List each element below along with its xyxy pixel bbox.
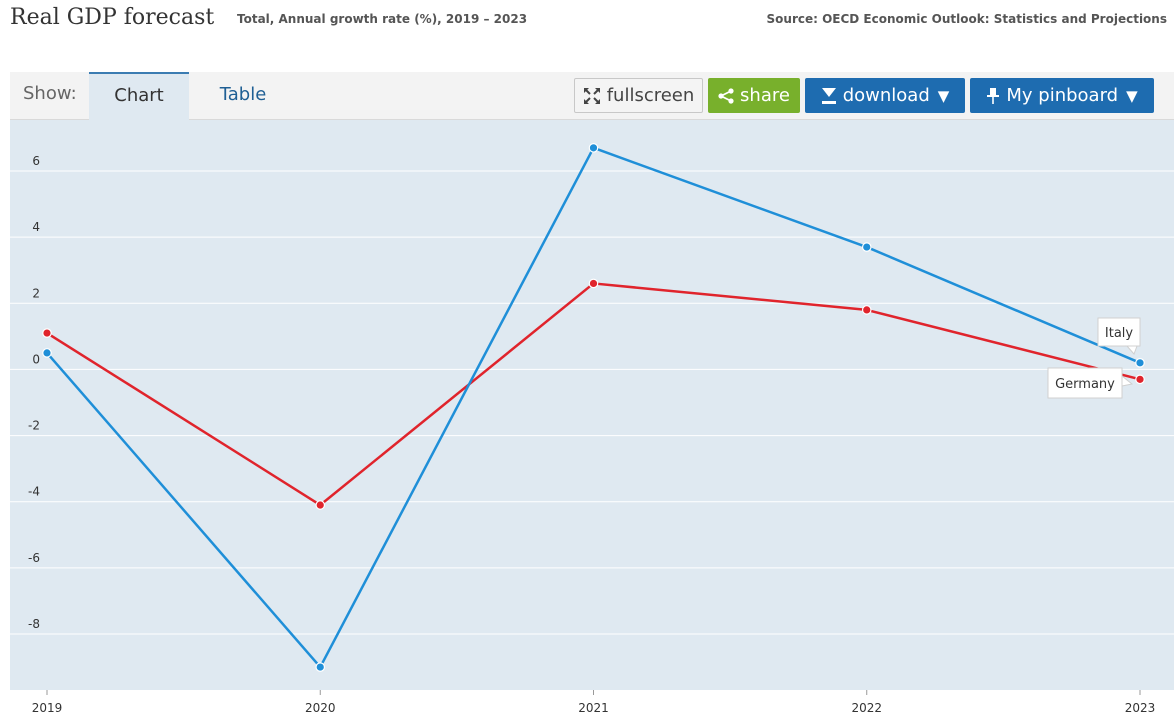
series-label-germany: Germany	[1055, 377, 1115, 392]
series-labels: Italy Germany	[1047, 317, 1141, 399]
series-label-box-italy	[1097, 317, 1141, 347]
x-axis: 2019 2020 2021 2022 2023	[32, 690, 1156, 715]
share-label: share	[740, 85, 790, 106]
series-points	[42, 143, 1145, 672]
pinboard-label: My pinboard	[1006, 85, 1119, 106]
fullscreen-label: fullscreen	[606, 85, 695, 106]
share-button[interactable]: share	[708, 78, 800, 113]
share-icon	[718, 87, 734, 104]
x-tick-label: 2020	[305, 701, 336, 715]
show-label: Show:	[23, 83, 77, 104]
data-point-italy[interactable]	[42, 348, 52, 358]
data-point-italy[interactable]	[315, 662, 326, 672]
chevron-down-icon: ▼	[937, 86, 950, 105]
series-label-pointer-italy	[1125, 345, 1138, 355]
plot-area	[10, 120, 1174, 690]
line-chart: 6 4 2 0 -2 -4 -6 -8 2019 2020 2021 2022 2023 Italy G…	[10, 120, 1174, 715]
tab-chart[interactable]: Chart	[89, 72, 189, 120]
series-label-pointer-germany	[1121, 374, 1134, 387]
series-label-box-germany	[1047, 367, 1123, 399]
y-tick-label: 0	[32, 352, 40, 366]
source-text: Source: OECD Economic Outlook: Statistic…	[766, 12, 1167, 26]
data-point-germany[interactable]	[1135, 374, 1145, 385]
data-point-germany[interactable]	[42, 328, 52, 338]
x-tick-label: 2021	[578, 701, 609, 715]
x-tick-label: 2019	[32, 701, 63, 715]
series-label-italy: Italy	[1105, 326, 1134, 341]
y-tick-label: 6	[32, 154, 40, 168]
y-tick-label: -2	[28, 419, 40, 433]
y-tick-label: 4	[32, 220, 40, 234]
chevron-down-icon: ▼	[1126, 86, 1138, 105]
data-point-italy[interactable]	[588, 143, 599, 153]
fullscreen-icon	[583, 87, 600, 104]
pin-icon	[987, 87, 1000, 104]
page-title: Real GDP forecast	[10, 5, 215, 30]
x-tick-label: 2022	[851, 701, 882, 715]
tab-table[interactable]: Table	[219, 84, 267, 105]
y-axis: 6 4 2 0 -2 -4 -6 -8	[28, 154, 40, 631]
page-subtitle: Total, Annual growth rate (%), 2019 – 20…	[237, 12, 528, 26]
data-point-germany[interactable]	[861, 305, 872, 315]
x-tick-label: 2023	[1125, 701, 1156, 715]
download-icon	[821, 87, 836, 104]
data-point-germany[interactable]	[588, 278, 599, 289]
download-label: download	[842, 85, 930, 106]
data-point-italy[interactable]	[861, 242, 872, 252]
data-point-germany[interactable]	[315, 500, 326, 510]
toolbar: Show: Chart Table fullscreen share downl…	[10, 72, 1174, 120]
data-point-italy[interactable]	[1135, 358, 1145, 368]
y-tick-label: 2	[32, 286, 40, 300]
y-tick-label: -6	[28, 551, 40, 565]
grid-lines	[10, 170, 1174, 635]
y-tick-label: -4	[28, 485, 40, 499]
pinboard-button[interactable]: My pinboard ▼	[970, 78, 1154, 113]
y-tick-label: -8	[28, 617, 40, 631]
download-button[interactable]: download ▼	[805, 78, 965, 113]
header: Real GDP forecast Total, Annual growth r…	[0, 0, 1174, 60]
fullscreen-button[interactable]: fullscreen	[574, 78, 703, 113]
